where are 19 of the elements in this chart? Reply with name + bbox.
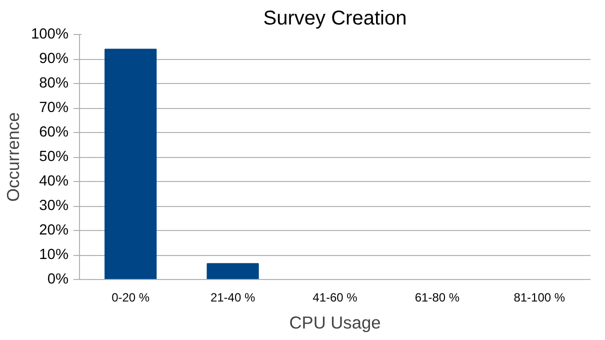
- y-tick-label: 20%: [39, 222, 69, 238]
- x-tick-label: 81-100 %: [514, 290, 566, 304]
- x-axis-title: CPU Usage: [289, 312, 381, 332]
- y-tick-label: 70%: [39, 100, 69, 116]
- y-tick-label: 100%: [31, 26, 69, 42]
- y-tick-label: 40%: [39, 174, 69, 190]
- x-tick-label: 41-60 %: [312, 290, 358, 304]
- y-tick-label: 60%: [39, 124, 69, 140]
- y-tick-label: 0%: [47, 272, 69, 288]
- x-tick-label: 21-40 %: [210, 290, 256, 304]
- chart-title: Survey Creation: [263, 8, 407, 30]
- y-tick-label: 50%: [39, 149, 69, 165]
- y-axis-title: Occurrence: [3, 112, 24, 202]
- y-tick-label: 30%: [39, 198, 69, 214]
- y-tick-label: 80%: [39, 76, 69, 92]
- y-tick-label: 90%: [39, 51, 69, 67]
- x-tick-label: 61-80 %: [414, 290, 460, 304]
- x-tick-label: 0-20 %: [112, 290, 150, 304]
- y-tick-label: 10%: [39, 247, 69, 263]
